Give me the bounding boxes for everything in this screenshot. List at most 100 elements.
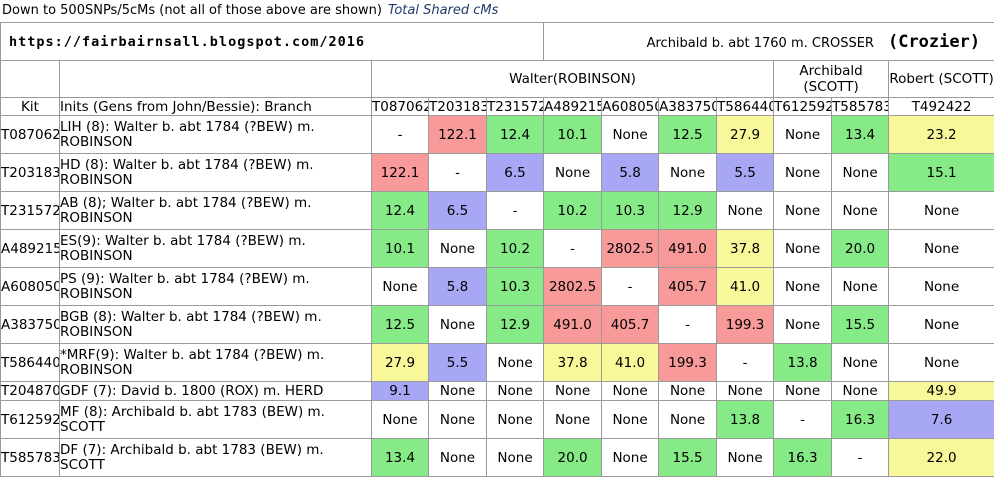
shared-cm-cell: 12.9 xyxy=(658,191,718,230)
row-kit-id: T231572 xyxy=(0,191,60,230)
shared-cm-cell: None xyxy=(371,267,429,306)
kit-column-header: T586440 xyxy=(716,97,775,116)
ancestor-name: Archibald b. abt 1760 m. CROSSER xyxy=(646,35,874,51)
shared-cm-cell: 10.2 xyxy=(485,229,545,268)
kit-column-header: T612592 xyxy=(773,97,833,116)
row-description: *MRF(9): Walter b. abt 1784 (?BEW) m. RO… xyxy=(59,343,372,382)
kit-column-header: T087062 xyxy=(371,97,429,116)
shared-cm-cell: 13.4 xyxy=(371,438,429,477)
shared-cm-cell: 20.0 xyxy=(543,438,603,477)
shared-cm-cell: None xyxy=(831,381,890,401)
shared-cm-cell: 27.9 xyxy=(371,343,429,382)
caption-text: Down to 500SNPs/5cMs (not all of those a… xyxy=(2,3,382,18)
shared-cm-cell: None xyxy=(888,267,994,306)
shared-cm-cell: None xyxy=(428,400,487,439)
shared-cm-cell: None xyxy=(485,381,545,401)
shared-cm-cell: 16.3 xyxy=(773,438,833,477)
shared-cm-cell: None xyxy=(831,267,890,306)
shared-cm-cell: 37.8 xyxy=(716,229,775,268)
shared-cm-cell: 405.7 xyxy=(658,267,718,306)
shared-cm-cell: 41.0 xyxy=(716,267,775,306)
column-header-row: Kit Inits (Gens from John/Bessie): Branc… xyxy=(0,97,994,116)
shared-cm-cell: 5.8 xyxy=(428,267,487,306)
shared-cm-cell: - xyxy=(601,267,660,306)
branch-group-row: Walter(ROBINSON) Archibald (SCOTT) Robert … xyxy=(0,60,994,98)
shared-cm-cell: 15.5 xyxy=(831,305,890,344)
shared-cm-cell: None xyxy=(831,191,890,230)
row-kit-id: A489215 xyxy=(0,229,60,268)
shared-cm-cell: None xyxy=(773,229,833,268)
shared-cm-cell: None xyxy=(428,305,487,344)
shared-cm-cell: None xyxy=(658,153,718,192)
row-description: LIH (8): Walter b. abt 1784 (?BEW) m. RO… xyxy=(59,115,372,154)
caption-title: Total Shared cMs xyxy=(387,3,499,18)
shared-cm-cell: None xyxy=(773,381,833,401)
blog-url: https://fairbairnsall.blogspot.com/2016 xyxy=(0,22,545,61)
shared-cm-cell: 6.5 xyxy=(428,191,487,230)
row-kit-id: T612592 xyxy=(0,400,60,439)
shared-cm-cell: 10.1 xyxy=(371,229,429,268)
kit-header: Kit xyxy=(0,97,60,116)
shared-cm-cell: 7.6 xyxy=(888,400,994,439)
shared-cm-cell: 23.2 xyxy=(888,115,994,154)
branch-group-header: Robert (SCOTT) xyxy=(888,60,994,98)
shared-cm-cell: None xyxy=(485,438,545,477)
table-row: T203183 HD (8): Walter b. abt 1784 (?BEW)… xyxy=(0,153,994,192)
shared-cm-cell: 10.3 xyxy=(485,267,545,306)
shared-cm-cell: 10.1 xyxy=(543,115,603,154)
shared-cm-cell: None xyxy=(601,115,660,154)
kit-column-header: A608050 xyxy=(601,97,660,116)
shared-cm-cell: 20.0 xyxy=(831,229,890,268)
shared-cm-cell: 2802.5 xyxy=(543,267,603,306)
branch-group-header: Archibald (SCOTT) xyxy=(773,60,890,98)
shared-cm-cell: 12.4 xyxy=(371,191,429,230)
shared-cm-cell: 491.0 xyxy=(543,305,603,344)
row-kit-id: T087062 xyxy=(0,115,60,154)
row-description: BGB (8): Walter b. abt 1784 (?BEW) m. RO… xyxy=(59,305,372,344)
shared-cm-cell: 37.8 xyxy=(543,343,603,382)
shared-cm-cell: 5.5 xyxy=(428,343,487,382)
shared-cm-cell: None xyxy=(485,400,545,439)
group-empty-kit xyxy=(0,60,60,98)
row-description: HD (8): Walter b. abt 1784 (?BEW) m. ROB… xyxy=(59,153,372,192)
table-row: A489215 ES(9): Walter b. abt 1784 (?BEW) … xyxy=(0,229,994,268)
shared-cm-cell: 6.5 xyxy=(485,153,545,192)
row-kit-id: A608050 xyxy=(0,267,60,306)
shared-cm-cell: 5.8 xyxy=(601,153,660,192)
shared-cm-cell: 15.5 xyxy=(658,438,718,477)
shared-cm-cell: None xyxy=(658,400,718,439)
shared-cm-cell: 22.0 xyxy=(888,438,994,477)
shared-cm-cell: - xyxy=(773,400,833,439)
shared-cm-cell: None xyxy=(716,381,775,401)
shared-cm-cell: 122.1 xyxy=(428,115,487,154)
shared-cm-cell: None xyxy=(658,381,718,401)
shared-cm-cell: None xyxy=(428,381,487,401)
row-description: AB (8); Walter b. abt 1784 (?BEW) m. ROB… xyxy=(59,191,372,230)
shared-cm-cell: - xyxy=(716,343,775,382)
shared-cm-cell: 13.8 xyxy=(773,343,833,382)
shared-cm-cell: 13.8 xyxy=(716,400,775,439)
shared-cm-cell: None xyxy=(428,229,487,268)
shared-cm-cell: None xyxy=(773,115,833,154)
shared-cm-cell: 10.2 xyxy=(543,191,603,230)
shared-cm-cell: None xyxy=(716,438,775,477)
row-kit-id: A383750 xyxy=(0,305,60,344)
shared-cm-cell: None xyxy=(888,343,994,382)
shared-cm-cell: 491.0 xyxy=(658,229,718,268)
table-row: A608050 PS (9): Walter b. abt 1784 (?BEW)… xyxy=(0,267,994,306)
shared-cm-cell: None xyxy=(831,153,890,192)
shared-cm-cell: None xyxy=(601,400,660,439)
shared-cm-cell: 15.1 xyxy=(888,153,994,192)
shared-cm-cell: None xyxy=(831,343,890,382)
shared-cm-cell: 9.1 xyxy=(371,381,429,401)
shared-cm-cell: None xyxy=(888,229,994,268)
inits-header: Inits (Gens from John/Bessie): Branch xyxy=(59,97,372,116)
shared-cm-cell: None xyxy=(773,305,833,344)
shared-cm-cell: None xyxy=(888,305,994,344)
table-row: T087062 LIH (8): Walter b. abt 1784 (?BEW… xyxy=(0,115,994,154)
shared-cm-cell: - xyxy=(371,115,429,154)
shared-cm-cell: 199.3 xyxy=(716,305,775,344)
shared-cm-cell: None xyxy=(773,267,833,306)
shared-cm-cell: 27.9 xyxy=(716,115,775,154)
